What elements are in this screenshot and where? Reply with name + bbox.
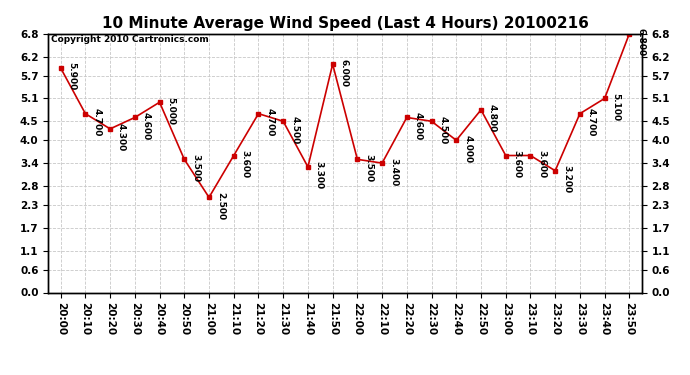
Text: 4.000: 4.000 [463,135,472,163]
Text: 4.600: 4.600 [141,112,151,140]
Text: 6.800: 6.800 [636,28,645,56]
Text: 3.600: 3.600 [538,150,546,178]
Text: 2.500: 2.500 [216,192,225,220]
Text: 3.300: 3.300 [315,161,324,189]
Text: 3.600: 3.600 [241,150,250,178]
Text: 3.500: 3.500 [364,154,373,182]
Text: 4.500: 4.500 [438,116,448,144]
Text: 6.000: 6.000 [339,58,348,87]
Text: 3.400: 3.400 [389,158,398,186]
Text: 5.900: 5.900 [68,63,77,91]
Text: 4.500: 4.500 [290,116,299,144]
Text: Copyright 2010 Cartronics.com: Copyright 2010 Cartronics.com [51,35,209,44]
Text: 4.700: 4.700 [92,108,101,136]
Title: 10 Minute Average Wind Speed (Last 4 Hours) 20100216: 10 Minute Average Wind Speed (Last 4 Hou… [101,16,589,31]
Text: 4.700: 4.700 [266,108,275,136]
Text: 4.700: 4.700 [586,108,596,136]
Text: 5.000: 5.000 [166,97,175,124]
Text: 4.300: 4.300 [117,123,126,152]
Text: 3.500: 3.500 [191,154,200,182]
Text: 3.600: 3.600 [513,150,522,178]
Text: 4.800: 4.800 [488,104,497,132]
Text: 5.100: 5.100 [611,93,620,121]
Text: 4.600: 4.600 [414,112,423,140]
Text: 3.200: 3.200 [562,165,571,193]
